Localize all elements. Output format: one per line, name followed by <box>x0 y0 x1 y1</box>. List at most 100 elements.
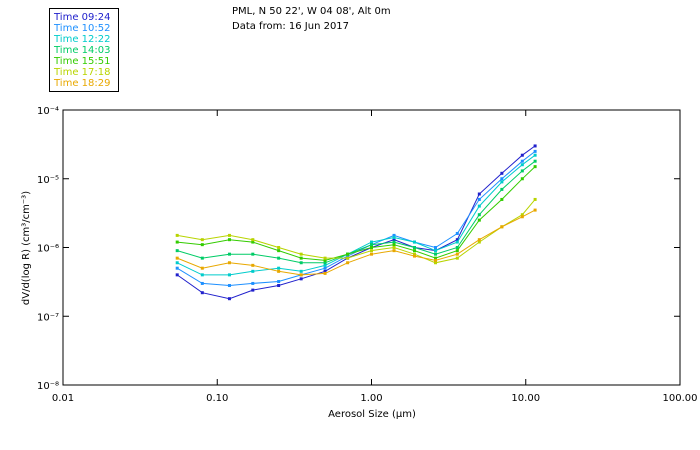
data-point <box>323 271 327 275</box>
x-tick-label: 100.00 <box>663 393 698 404</box>
data-point <box>227 297 231 301</box>
legend-item: Time 12:22 <box>54 34 111 45</box>
data-point <box>251 252 255 256</box>
legend-item: Time 09:24 <box>54 12 111 23</box>
data-point <box>370 252 373 256</box>
data-point <box>323 258 327 262</box>
legend-item: Time 15:51 <box>54 56 111 67</box>
data-point <box>392 233 396 237</box>
data-point <box>323 261 327 265</box>
data-point <box>520 169 524 173</box>
y-tick-label: 10⁻⁷ <box>37 312 59 323</box>
legend-item: Time 14:03 <box>54 45 111 56</box>
data-point <box>200 243 204 247</box>
legend-item: Time 10:52 <box>54 23 111 34</box>
data-point <box>392 235 396 239</box>
data-point <box>299 256 303 260</box>
data-point <box>412 254 416 258</box>
data-point <box>434 261 438 265</box>
data-point <box>200 281 204 285</box>
y-tick-label: 10⁻⁵ <box>37 175 59 186</box>
data-point <box>251 263 255 267</box>
data-point <box>251 240 255 244</box>
data-point <box>455 252 459 256</box>
data-point <box>392 246 396 249</box>
data-point <box>175 256 179 260</box>
data-point <box>299 269 303 273</box>
date-header: Data from: 16 Jun 2017 <box>232 21 350 32</box>
data-point <box>323 263 327 267</box>
data-point <box>533 144 537 148</box>
data-point <box>392 243 396 247</box>
data-point <box>346 256 350 260</box>
data-point <box>455 240 459 244</box>
data-point <box>500 197 504 201</box>
data-point <box>277 246 281 249</box>
data-point <box>533 153 537 157</box>
data-point <box>227 233 231 237</box>
data-point <box>370 249 373 253</box>
data-point <box>392 238 396 242</box>
data-point <box>477 238 481 242</box>
data-point <box>323 266 327 270</box>
data-point <box>200 273 204 277</box>
data-point <box>227 261 231 265</box>
legend-item: Time 17:18 <box>54 67 111 78</box>
data-point <box>175 249 179 253</box>
data-point <box>533 208 537 212</box>
data-point <box>370 240 373 244</box>
data-point <box>477 197 481 201</box>
data-point <box>299 261 303 265</box>
data-point <box>370 243 373 247</box>
location-header: PML, N 50 22', W 04 08', Alt 0m <box>232 6 391 17</box>
data-point <box>533 159 537 163</box>
y-tick-label: 10⁻⁸ <box>37 381 59 392</box>
data-point <box>200 256 204 260</box>
data-point <box>175 261 179 265</box>
data-point <box>277 280 281 284</box>
data-point <box>299 252 303 256</box>
data-point <box>533 197 537 201</box>
data-point <box>175 233 179 237</box>
data-point <box>455 249 459 253</box>
data-point <box>277 284 281 288</box>
data-point <box>412 246 416 249</box>
x-tick-label: 0.01 <box>52 393 74 404</box>
y-tick-label: 10⁻⁶ <box>37 244 59 255</box>
data-point <box>200 291 204 295</box>
data-point <box>477 240 481 244</box>
data-point <box>434 252 438 256</box>
data-point <box>370 246 373 249</box>
data-point <box>520 215 524 219</box>
data-point <box>455 256 459 260</box>
data-point <box>520 177 524 181</box>
series-line <box>176 154 536 276</box>
data-point <box>477 213 481 217</box>
data-point <box>500 187 504 191</box>
data-point <box>175 240 179 244</box>
data-point <box>500 180 504 184</box>
data-point <box>520 153 524 157</box>
data-point <box>346 252 350 256</box>
data-point <box>277 249 281 253</box>
data-point <box>251 288 255 292</box>
x-tick-label: 1.00 <box>360 393 382 404</box>
data-point <box>477 204 481 208</box>
legend-item: Time 18:29 <box>54 78 111 89</box>
legend: Time 09:24 Time 10:52 Time 12:22 Time 14… <box>49 8 119 92</box>
data-point <box>251 269 255 273</box>
data-point <box>412 249 416 253</box>
data-point <box>346 254 350 258</box>
data-point <box>455 238 459 242</box>
data-point <box>299 273 303 277</box>
data-point <box>412 252 416 256</box>
data-point <box>520 163 524 167</box>
data-point <box>227 284 231 288</box>
data-point <box>500 177 504 181</box>
data-point <box>299 277 303 281</box>
data-point <box>227 273 231 277</box>
data-point <box>520 213 524 217</box>
data-point <box>455 231 459 235</box>
data-point <box>227 252 231 256</box>
data-point <box>477 218 481 222</box>
